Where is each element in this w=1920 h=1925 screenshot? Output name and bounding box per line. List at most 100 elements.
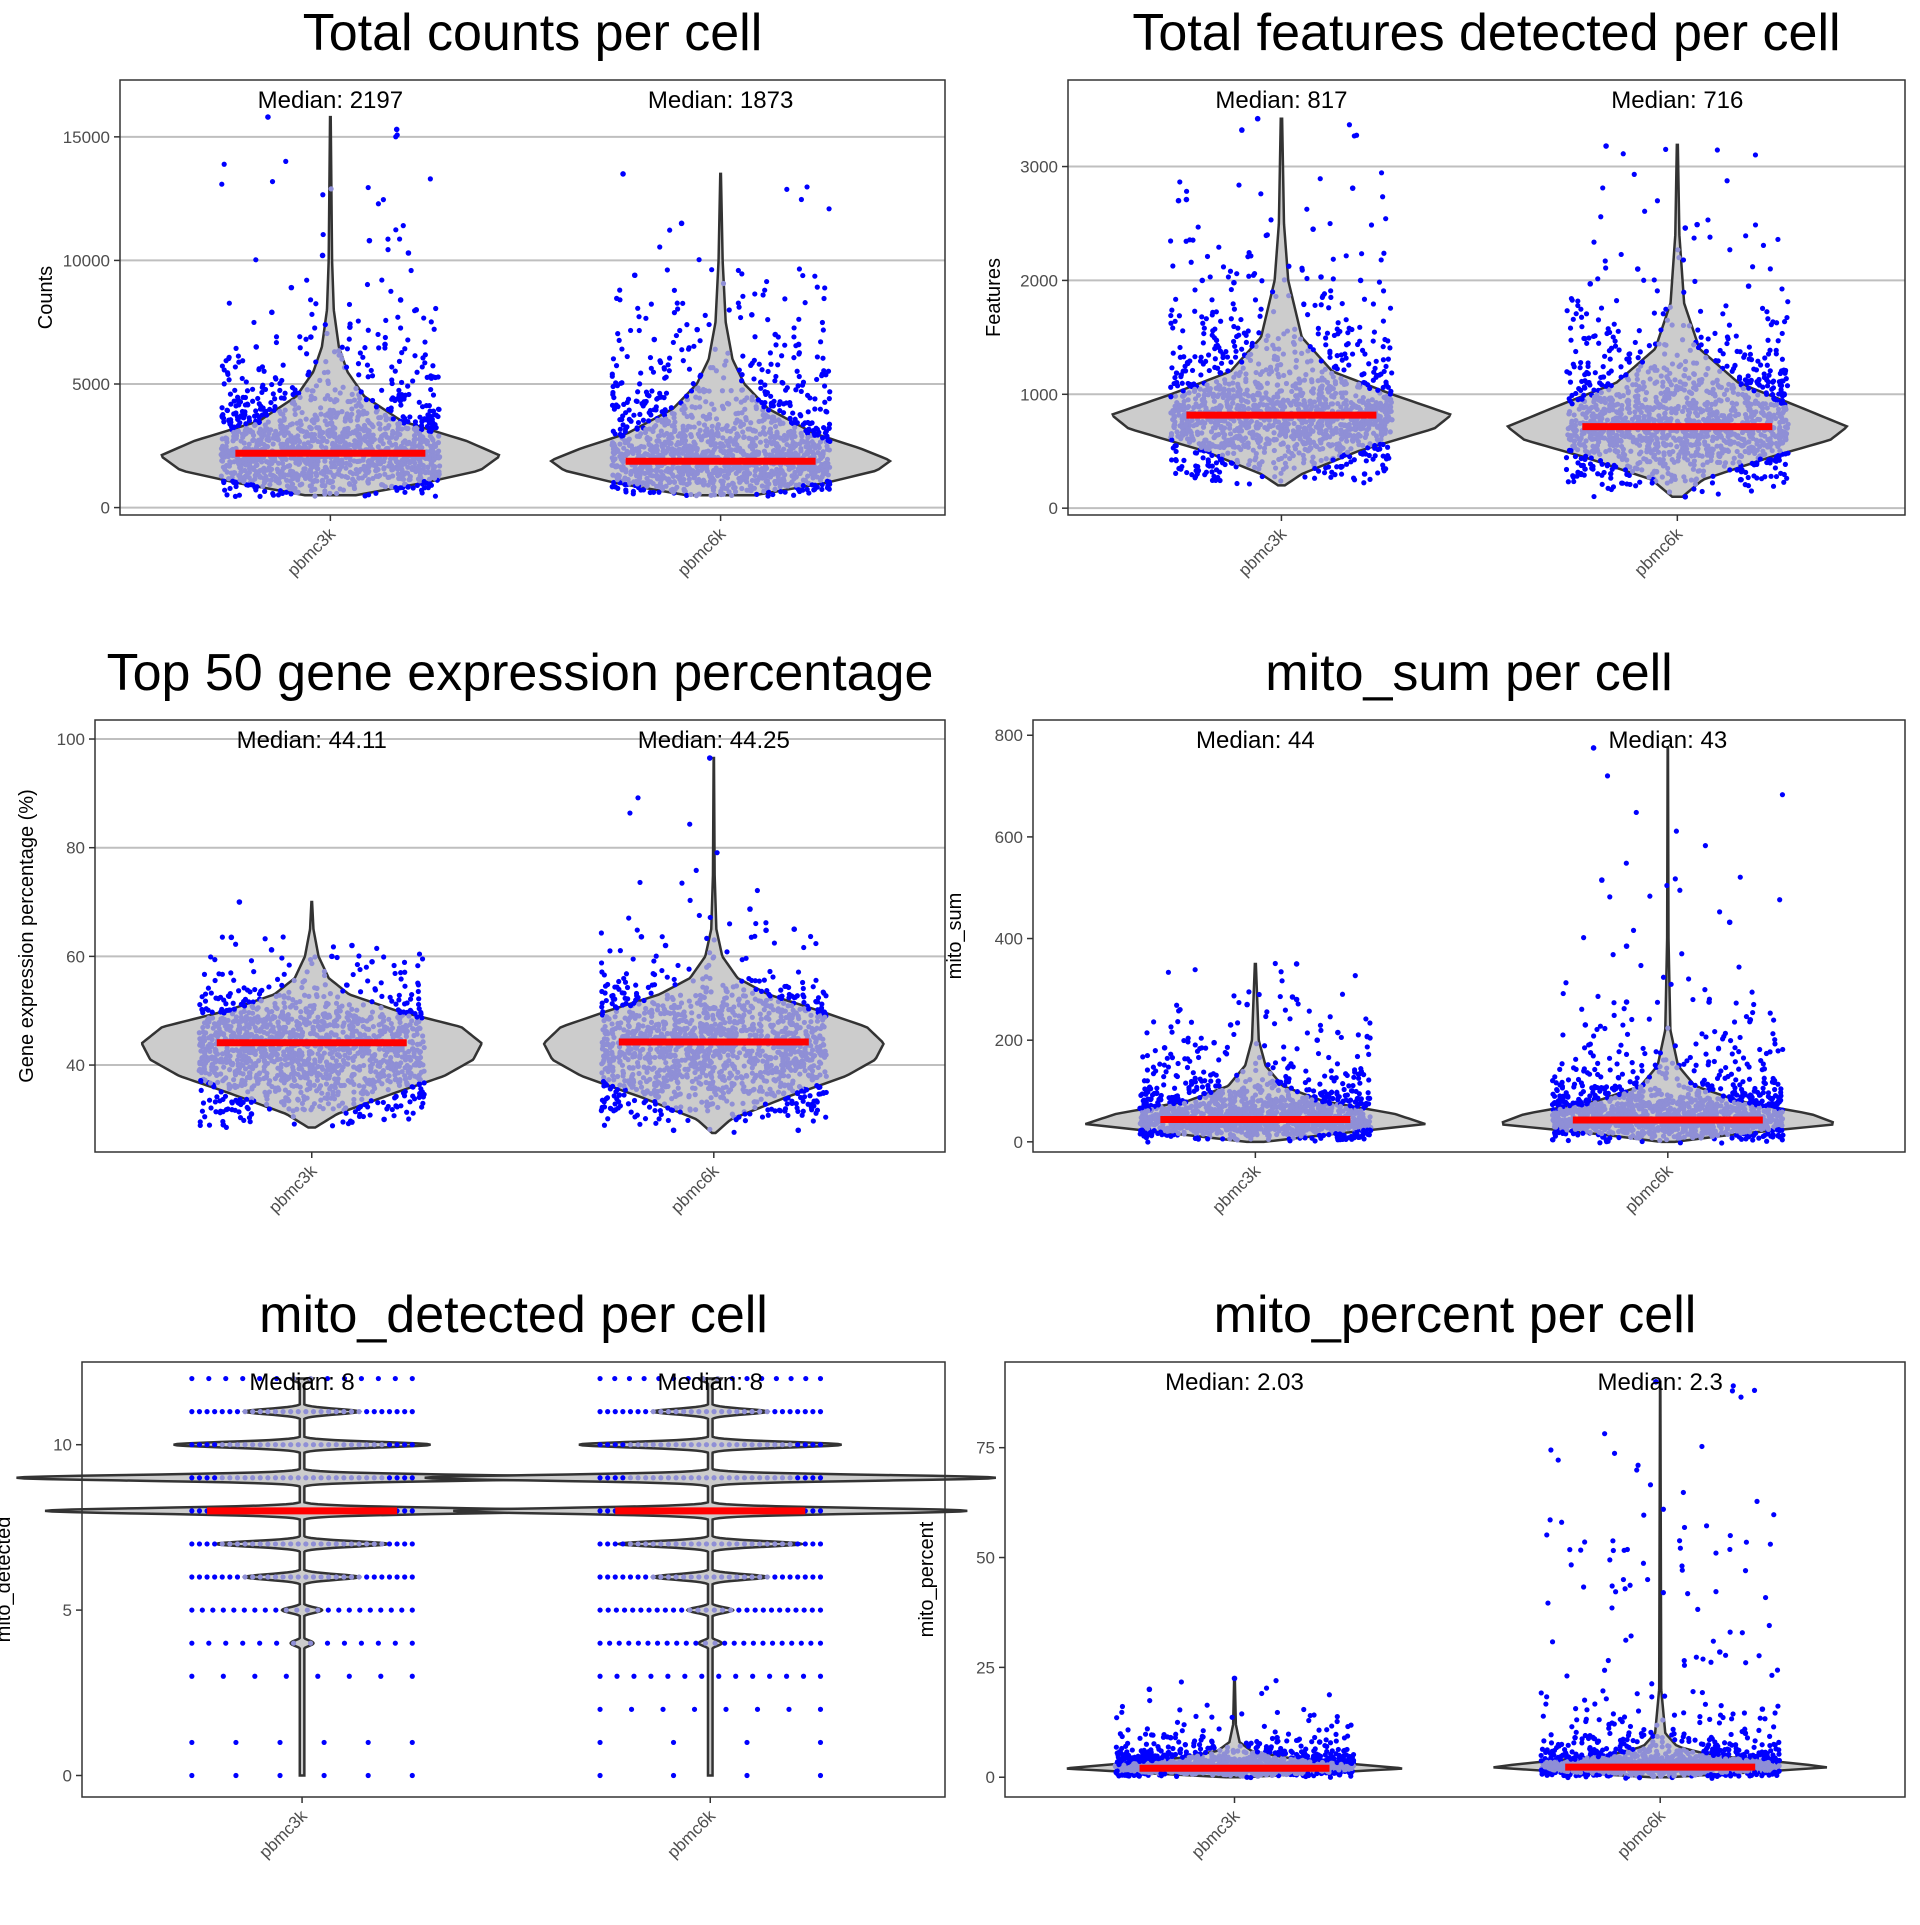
data-point [614,363,619,368]
data-point [1750,264,1755,269]
data-point [765,493,770,498]
data-point [800,383,805,388]
outlier-point [394,127,400,133]
data-point [1246,274,1251,279]
data-point [646,470,651,475]
data-point [1371,338,1376,343]
data-point [681,403,686,408]
data-point [815,285,820,290]
data-point [735,447,740,452]
data-point [1180,381,1185,386]
data-point [252,484,257,489]
data-point [799,438,804,443]
data-point [795,369,800,374]
data-point [269,382,274,387]
data-point [1384,456,1389,461]
data-point [751,376,756,381]
data-point [773,424,778,429]
data-point [370,373,375,378]
data-point [1265,333,1270,338]
data-point [397,421,402,426]
data-point [822,463,827,468]
data-point [350,471,355,476]
data-point [393,369,398,374]
data-point [1193,396,1198,401]
data-point [615,331,620,336]
data-point [753,443,758,448]
data-point [1736,392,1741,397]
data-point [309,418,314,423]
data-point [370,398,375,403]
data-point [617,288,622,293]
data-point [663,417,668,422]
data-point [1276,346,1281,351]
data-point [787,416,792,421]
data-point [236,400,241,405]
y-tick-label: 2000 [1020,271,1058,290]
data-point [247,462,252,467]
data-point [1247,481,1252,486]
data-point [764,484,769,489]
data-point [1243,371,1248,376]
data-point [692,424,697,429]
data-point [715,431,720,436]
data-point [730,481,735,486]
data-point [422,360,427,365]
data-point [1642,209,1647,214]
data-point [796,351,801,356]
outlier-point [406,250,412,256]
data-point [818,407,823,412]
data-point [621,459,626,464]
data-point [1209,429,1214,434]
data-point [1201,425,1206,430]
data-point [1169,437,1174,442]
data-point [617,338,622,343]
data-point [373,491,378,496]
data-point [1264,436,1269,441]
data-point [242,431,247,436]
data-point [1227,426,1232,431]
data-point [417,478,422,483]
data-point [809,420,814,425]
data-point [670,423,675,428]
chart-panel-1: Total counts per cell050001000015000Coun… [35,4,945,580]
data-point [242,412,247,417]
data-point [1212,326,1217,331]
data-point [1705,217,1710,222]
data-point [1222,432,1227,437]
data-point [1312,461,1317,466]
data-point [1301,302,1306,307]
outlier-point [1199,278,1205,284]
outlier-point [253,344,259,350]
data-point [613,380,618,385]
data-point [1265,232,1270,237]
data-point [671,474,676,479]
data-point [1199,430,1204,435]
data-point [779,353,784,358]
data-point [1670,457,1675,462]
data-point [1351,476,1356,481]
data-point [1381,344,1386,349]
x-tick-label: pbmc6k [674,524,730,580]
data-point [1345,330,1350,335]
data-point [1177,345,1182,350]
data-point [1711,387,1716,392]
data-point [1364,431,1369,436]
data-point [353,428,358,433]
data-point [1281,351,1286,356]
data-point [628,419,633,424]
data-point [1323,367,1328,372]
data-point [1771,413,1776,418]
data-point [379,277,384,282]
data-point [271,435,276,440]
data-point [303,445,308,450]
data-point [1683,367,1688,372]
data-point [308,444,313,449]
data-point [1218,370,1223,375]
data-point [1249,419,1254,424]
data-point [1661,311,1666,316]
data-point [649,302,654,307]
data-point [362,465,367,470]
data-point [736,468,741,473]
data-point [1271,430,1276,435]
